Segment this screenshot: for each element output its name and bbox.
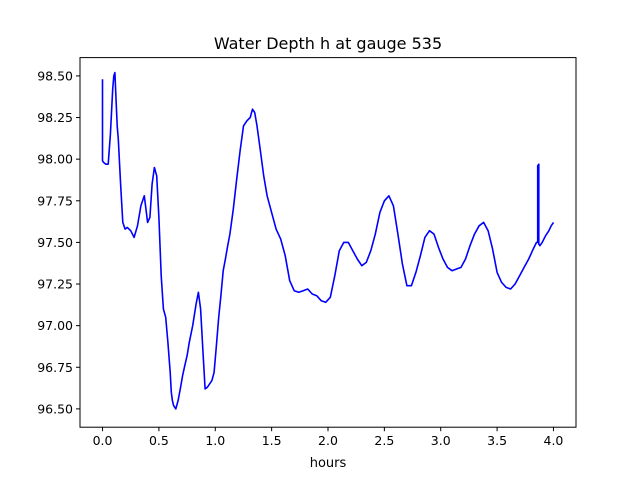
x-tick-label: 4.0 xyxy=(544,433,564,448)
x-tick-label: 0.0 xyxy=(93,433,113,448)
y-tick-label: 98.00 xyxy=(37,152,73,167)
series-line xyxy=(101,71,555,410)
y-tick-label: 98.50 xyxy=(37,68,73,83)
x-tick-label: 2.0 xyxy=(318,433,338,448)
y-axis-ticks: 96.50 96.75 97.00 97.25 97.50 97.75 98.00 98.25… xyxy=(37,68,80,416)
series-layer xyxy=(101,71,555,410)
x-tick-label: 3.0 xyxy=(431,433,451,448)
y-tick-label: 97.75 xyxy=(37,193,73,208)
x-axis-label: hours xyxy=(310,456,347,471)
x-tick-label: 0.5 xyxy=(149,433,169,448)
x-tick-label: 3.5 xyxy=(487,433,507,448)
y-tick-label: 96.75 xyxy=(37,360,73,375)
x-tick-label: 1.0 xyxy=(205,433,225,448)
chart-title: Water Depth h at gauge 535 xyxy=(214,34,442,53)
y-tick-label: 98.25 xyxy=(37,110,73,125)
plot-frame xyxy=(79,57,577,428)
x-axis-ticks: 0.0 0.5 1.0 1.5 2.0 2.5 3.0 3.5 4.0 xyxy=(93,427,564,448)
x-tick-label: 2.5 xyxy=(374,433,394,448)
x-tick-label: 1.5 xyxy=(262,433,282,448)
y-tick-label: 97.25 xyxy=(37,277,73,292)
y-tick-label: 96.50 xyxy=(37,401,73,416)
y-tick-label: 97.00 xyxy=(37,318,73,333)
y-tick-label: 97.50 xyxy=(37,235,73,250)
